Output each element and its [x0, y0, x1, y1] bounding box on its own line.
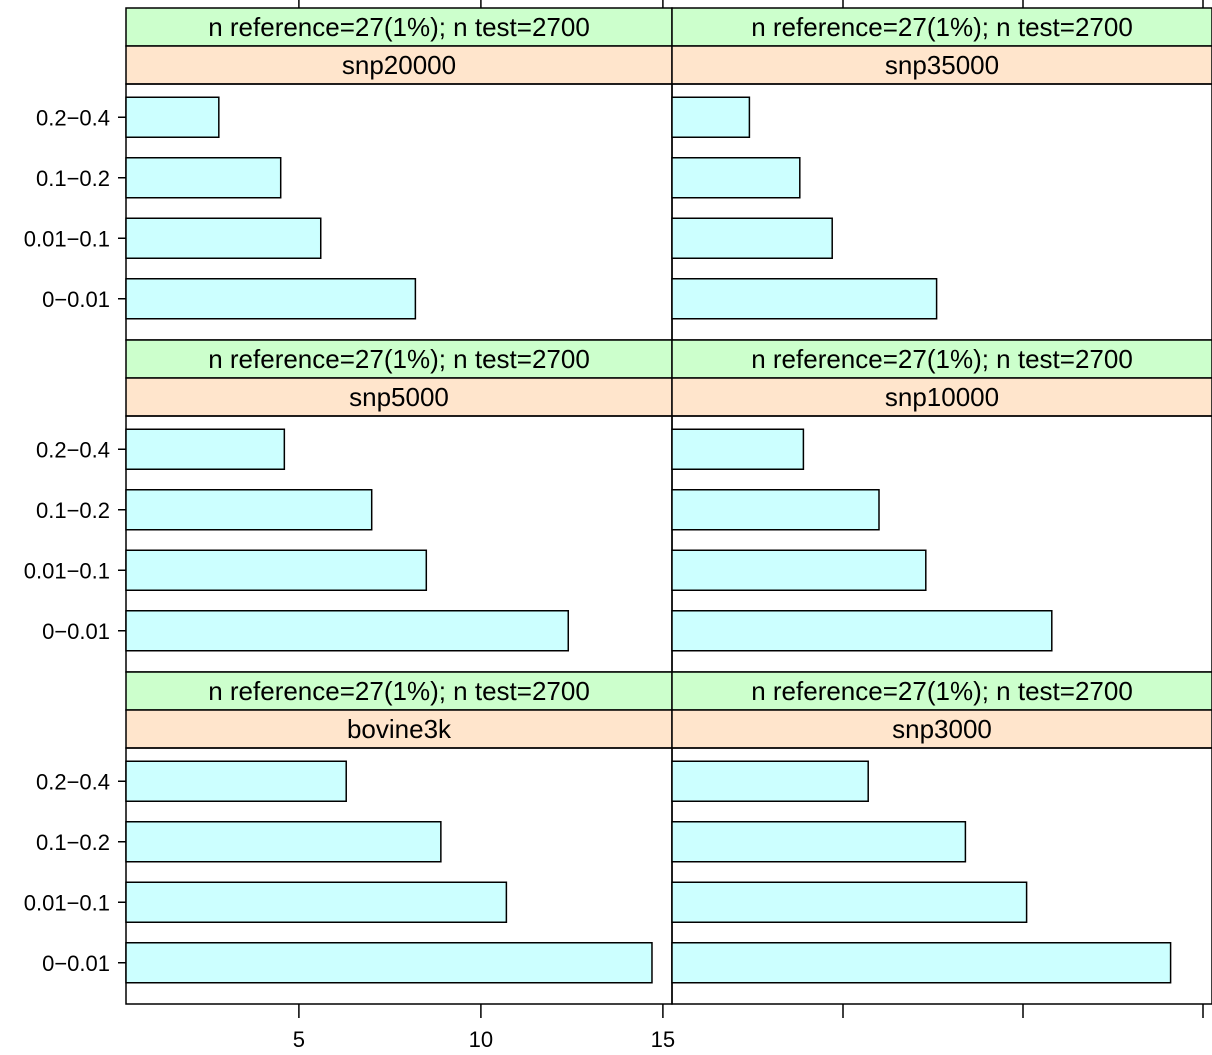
- bar: [125, 881, 508, 923]
- y-tick-label: 0.1−0.2: [36, 498, 110, 523]
- strip-bottom: [671, 709, 1212, 749]
- bar: [125, 760, 347, 802]
- strip-bottom: [671, 45, 1212, 85]
- bar: [671, 428, 805, 470]
- strip-bottom: [671, 377, 1212, 417]
- panel-frame: [671, 747, 1212, 1005]
- bar: [125, 610, 570, 652]
- y-tick-label: 0.2−0.4: [36, 437, 110, 462]
- y-tick-label: 0−0.01: [42, 951, 110, 976]
- bar: [671, 157, 801, 199]
- y-tick-label: 0.1−0.2: [36, 830, 110, 855]
- y-tick-label: 0.01−0.1: [24, 558, 110, 583]
- bar: [671, 489, 880, 531]
- strip-top: [671, 671, 1212, 711]
- bar: [125, 217, 322, 259]
- strip-top-label: n reference=27(1%); n test=2700: [208, 344, 590, 374]
- strip-bottom-label: snp35000: [885, 50, 999, 80]
- bar: [125, 96, 220, 138]
- strip-bottom: [125, 45, 673, 85]
- y-tick-label: 0.2−0.4: [36, 769, 110, 794]
- strip-top: [125, 7, 673, 47]
- bar: [671, 96, 751, 138]
- bar: [671, 549, 927, 591]
- y-tick-label: 0.1−0.2: [36, 166, 110, 191]
- bar: [671, 881, 1028, 923]
- x-tick-label: 10: [469, 1027, 493, 1052]
- strip-top: [671, 339, 1212, 379]
- strip-bottom-label: snp5000: [349, 382, 449, 412]
- y-tick-label: 0.01−0.1: [24, 226, 110, 251]
- bar: [671, 610, 1053, 652]
- y-tick-label: 0−0.01: [42, 619, 110, 644]
- bar: [671, 760, 869, 802]
- bar: [671, 278, 938, 320]
- y-tick-label: 0.2−0.4: [36, 105, 110, 130]
- strip-top-label: n reference=27(1%); n test=2700: [751, 676, 1133, 706]
- strip-top: [125, 339, 673, 379]
- y-tick-label: 0.01−0.1: [24, 890, 110, 915]
- bar: [671, 942, 1172, 984]
- strip-top-label: n reference=27(1%); n test=2700: [751, 344, 1133, 374]
- strip-top: [125, 671, 673, 711]
- bar: [125, 428, 286, 470]
- y-tick-label: 0−0.01: [42, 287, 110, 312]
- strip-top-label: n reference=27(1%); n test=2700: [751, 12, 1133, 42]
- bar: [125, 489, 373, 531]
- bar: [125, 821, 442, 863]
- strip-bottom: [125, 377, 673, 417]
- x-tick-label: 15: [651, 1027, 675, 1052]
- bar: [125, 157, 282, 199]
- strip-bottom-label: snp10000: [885, 382, 999, 412]
- strip-bottom-label: snp3000: [892, 714, 992, 744]
- strip-top-label: n reference=27(1%); n test=2700: [208, 676, 590, 706]
- bar: [125, 549, 428, 591]
- bar: [671, 217, 833, 259]
- strip-bottom-label: snp20000: [342, 50, 456, 80]
- bar: [125, 278, 417, 320]
- strip-bottom-label: bovine3k: [347, 714, 452, 744]
- bar: [671, 821, 967, 863]
- bar: [125, 942, 653, 984]
- x-tick-label: 5: [293, 1027, 305, 1052]
- strip-top-label: n reference=27(1%); n test=2700: [208, 12, 590, 42]
